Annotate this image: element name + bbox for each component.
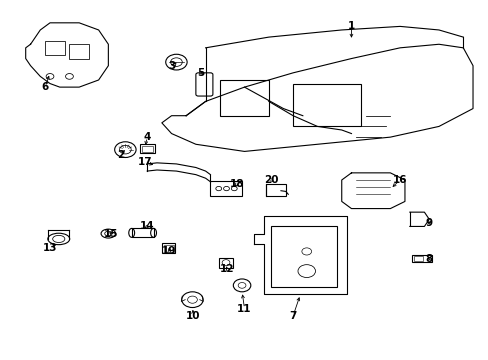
Bar: [220, 80, 268, 116]
Text: 13: 13: [42, 243, 57, 253]
Text: 8: 8: [425, 253, 432, 264]
Text: 1: 1: [347, 21, 354, 31]
Bar: [413, 256, 423, 261]
Text: 15: 15: [103, 229, 118, 239]
Text: 9: 9: [425, 218, 432, 228]
Text: 14: 14: [140, 221, 154, 231]
Text: 5: 5: [197, 68, 204, 78]
Text: 6: 6: [41, 82, 49, 92]
Bar: [162, 243, 175, 253]
Text: 12: 12: [220, 264, 234, 274]
Bar: [271, 226, 336, 287]
Bar: [266, 184, 285, 196]
Bar: [131, 228, 153, 237]
Text: 20: 20: [264, 175, 278, 185]
Text: 10: 10: [186, 311, 200, 321]
Bar: [45, 41, 64, 55]
Bar: [69, 44, 89, 59]
Text: 4: 4: [143, 132, 151, 142]
Text: 7: 7: [289, 311, 296, 321]
Bar: [142, 146, 152, 152]
Bar: [292, 84, 361, 126]
Text: 19: 19: [162, 247, 176, 256]
Text: 3: 3: [167, 61, 175, 71]
Bar: [163, 245, 173, 252]
Bar: [140, 144, 154, 153]
Text: 18: 18: [229, 179, 244, 189]
Bar: [219, 257, 232, 267]
Bar: [210, 181, 242, 196]
Bar: [411, 255, 431, 262]
Text: 16: 16: [392, 175, 407, 185]
Text: 17: 17: [137, 157, 152, 167]
Text: 2: 2: [117, 150, 124, 160]
Text: 11: 11: [237, 303, 251, 314]
